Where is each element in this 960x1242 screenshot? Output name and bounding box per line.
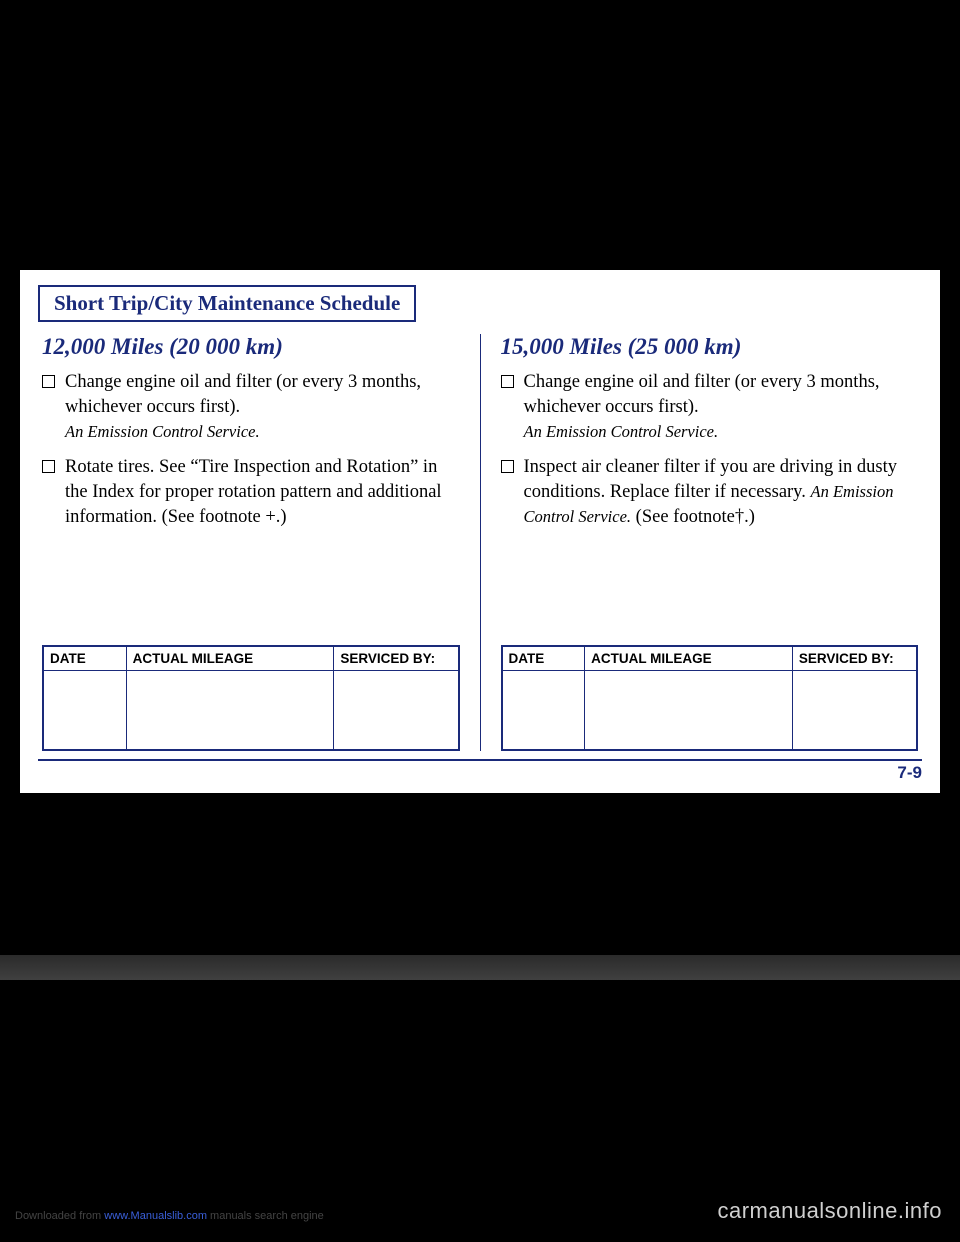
header-serviced: SERVICED BY: [334, 646, 459, 671]
checkbox-icon[interactable] [501, 375, 514, 388]
cell-mileage[interactable] [126, 670, 334, 750]
service-record-table: DATE ACTUAL MILEAGE SERVICED BY: [42, 645, 460, 752]
table-header-row: DATE ACTUAL MILEAGE SERVICED BY: [43, 646, 459, 671]
checklist-item: Rotate tires. See “Tire Inspection and R… [42, 455, 460, 530]
checklist-item: Inspect air cleaner filter if you are dr… [501, 455, 919, 530]
schedule-title-box: Short Trip/City Maintenance Schedule [38, 285, 416, 322]
cell-mileage[interactable] [585, 670, 793, 750]
cell-serviced[interactable] [792, 670, 917, 750]
item-text: Change engine oil and filter (or every 3… [524, 370, 919, 445]
service-record-table: DATE ACTUAL MILEAGE SERVICED BY: [501, 645, 919, 752]
item-main: Change engine oil and filter (or every 3… [65, 372, 421, 417]
item-main: Rotate tires. See “Tire Inspection and R… [65, 457, 442, 527]
checkbox-icon[interactable] [501, 460, 514, 473]
header-date: DATE [502, 646, 585, 671]
mileage-heading-right: 15,000 Miles (25 000 km) [501, 334, 919, 360]
left-column: 12,000 Miles (20 000 km) Change engine o… [38, 334, 481, 751]
mileage-heading-left: 12,000 Miles (20 000 km) [42, 334, 460, 360]
download-link[interactable]: www.Manualslib.com [104, 1210, 207, 1222]
item-text: Inspect air cleaner filter if you are dr… [524, 455, 919, 530]
item-main: Change engine oil and filter (or every 3… [524, 372, 880, 417]
schedule-title: Short Trip/City Maintenance Schedule [54, 291, 400, 315]
item-text: Change engine oil and filter (or every 3… [65, 370, 460, 445]
item-main-after: (See footnote†.) [631, 507, 755, 527]
emission-note: An Emission Control Service. [65, 422, 260, 441]
item-text: Rotate tires. See “Tire Inspection and R… [65, 455, 460, 530]
checklist-item: Change engine oil and filter (or every 3… [42, 370, 460, 445]
cell-date[interactable] [502, 670, 585, 750]
page-number: 7-9 [897, 763, 922, 782]
right-column: 15,000 Miles (25 000 km) Change engine o… [481, 334, 923, 751]
table-row [43, 670, 459, 750]
table-header-row: DATE ACTUAL MILEAGE SERVICED BY: [502, 646, 918, 671]
columns-container: 12,000 Miles (20 000 km) Change engine o… [38, 334, 922, 751]
watermark: carmanualsonline.info [717, 1198, 942, 1224]
header-serviced: SERVICED BY: [792, 646, 917, 671]
emission-note: An Emission Control Service. [524, 422, 719, 441]
header-mileage: ACTUAL MILEAGE [126, 646, 334, 671]
checkbox-icon[interactable] [42, 460, 55, 473]
download-note: Downloaded from www.Manualslib.com manua… [15, 1210, 324, 1222]
cell-date[interactable] [43, 670, 126, 750]
header-mileage: ACTUAL MILEAGE [585, 646, 793, 671]
manual-page: Short Trip/City Maintenance Schedule 12,… [20, 270, 940, 793]
download-suffix: manuals search engine [207, 1210, 324, 1222]
checkbox-icon[interactable] [42, 375, 55, 388]
cell-serviced[interactable] [334, 670, 459, 750]
page-shadow [0, 955, 960, 980]
page-footer: 7-9 [38, 759, 922, 783]
checklist-item: Change engine oil and filter (or every 3… [501, 370, 919, 445]
download-text: Downloaded from [15, 1210, 104, 1222]
header-date: DATE [43, 646, 126, 671]
table-row [502, 670, 918, 750]
